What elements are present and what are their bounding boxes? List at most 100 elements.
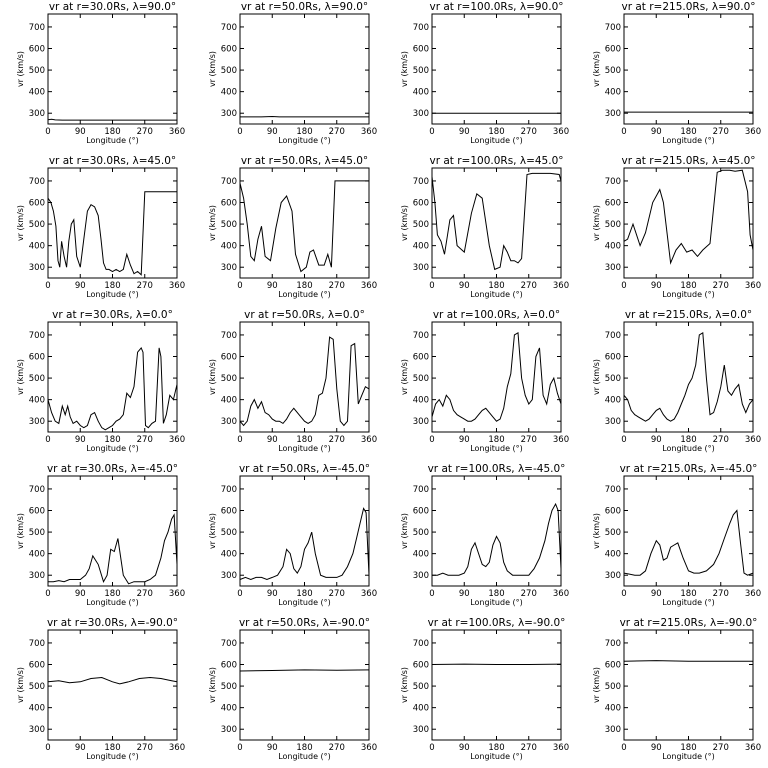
x-tick-label: 0 — [45, 589, 50, 599]
y-tick-label: 500 — [221, 682, 237, 692]
y-tick-label: 300 — [413, 263, 429, 273]
series-line — [623, 169, 754, 265]
x-tick-label: 0 — [429, 127, 434, 137]
x-tick-label: 270 — [137, 589, 153, 599]
y-axis-label: vr (km/s) — [400, 205, 409, 241]
x-axis-label: Longitude (°) — [278, 598, 331, 607]
plot-frame — [47, 629, 178, 741]
chart-panel: vr at r=100.0Rs, λ=-90.0° 0 90 180 270 360 300… — [400, 617, 569, 761]
y-tick-label: 500 — [221, 220, 237, 230]
plot-frame — [47, 13, 178, 125]
y-tick-label: 700 — [605, 177, 621, 187]
x-axis-label: Longitude (°) — [470, 444, 523, 453]
x-tick-label: 180 — [488, 589, 504, 599]
x-tick-label: 90 — [651, 281, 662, 291]
series-line — [623, 331, 754, 422]
x-tick-label: 180 — [680, 127, 696, 137]
y-tick-label: 300 — [413, 109, 429, 119]
x-tick-label: 270 — [713, 127, 729, 137]
y-tick-label: 700 — [29, 485, 45, 495]
x-tick-label: 360 — [553, 281, 569, 291]
y-tick-label: 300 — [413, 725, 429, 735]
chart-panel: vr at r=100.0Rs, λ=90.0° 0 90 180 270 360 300 4… — [400, 1, 569, 145]
y-tick-label: 400 — [413, 704, 429, 714]
y-tick-label: 700 — [221, 23, 237, 33]
y-tick-label: 300 — [29, 571, 45, 581]
y-tick-label: 500 — [413, 374, 429, 384]
plot-frame — [239, 629, 370, 741]
y-tick-label: 500 — [221, 374, 237, 384]
x-tick-label: 360 — [169, 127, 185, 137]
x-tick-label: 270 — [329, 743, 345, 753]
x-tick-label: 180 — [488, 281, 504, 291]
x-tick-label: 180 — [296, 589, 312, 599]
x-tick-label: 270 — [713, 435, 729, 445]
x-tick-label: 0 — [429, 281, 434, 291]
x-tick-label: 90 — [267, 743, 278, 753]
x-tick-label: 360 — [361, 435, 377, 445]
x-tick-label: 270 — [137, 435, 153, 445]
x-tick-label: 90 — [75, 127, 86, 137]
chart-title: vr at r=30.0Rs, λ=45.0° — [49, 155, 176, 167]
chart-title: vr at r=100.0Rs, λ=90.0° — [429, 1, 563, 13]
x-tick-label: 90 — [459, 435, 470, 445]
chart-title: vr at r=30.0Rs, λ=90.0° — [49, 1, 176, 13]
chart-panel: vr at r=30.0Rs, λ=90.0° 0 90 180 270 360 300 40… — [16, 1, 185, 145]
y-tick-label: 500 — [29, 682, 45, 692]
x-tick-label: 180 — [296, 743, 312, 753]
x-tick-label: 360 — [169, 281, 185, 291]
x-tick-label: 0 — [621, 589, 626, 599]
x-tick-label: 180 — [488, 743, 504, 753]
x-tick-label: 0 — [429, 435, 434, 445]
y-tick-label: 400 — [29, 242, 45, 252]
y-tick-label: 600 — [413, 507, 429, 517]
x-tick-label: 180 — [296, 127, 312, 137]
series-line — [623, 660, 753, 662]
x-tick-label: 360 — [745, 127, 761, 137]
chart-panel: vr at r=215.0Rs, λ=45.0° 0 90 180 270 360 300 4… — [592, 155, 761, 299]
x-tick-label: 180 — [680, 589, 696, 599]
x-tick-label: 360 — [169, 589, 185, 599]
x-tick-label: 90 — [459, 743, 470, 753]
x-tick-label: 0 — [429, 743, 434, 753]
chart-panel: vr at r=50.0Rs, λ=-90.0° 0 90 180 270 360 300 4… — [208, 617, 377, 761]
x-tick-label: 0 — [237, 589, 242, 599]
x-tick-label: 90 — [75, 589, 86, 599]
y-tick-label: 600 — [221, 199, 237, 209]
x-tick-label: 90 — [459, 281, 470, 291]
x-tick-label: 0 — [621, 743, 626, 753]
y-tick-label: 300 — [413, 417, 429, 427]
x-tick-label: 180 — [680, 743, 696, 753]
x-tick-label: 360 — [745, 435, 761, 445]
chart-panel: vr at r=30.0Rs, λ=45.0° 0 90 180 270 360 300 40… — [16, 155, 185, 299]
x-axis-label: Longitude (°) — [278, 290, 331, 299]
y-tick-label: 700 — [29, 23, 45, 33]
y-tick-label: 500 — [413, 528, 429, 538]
x-tick-label: 90 — [75, 743, 86, 753]
x-tick-label: 90 — [459, 589, 470, 599]
x-tick-label: 180 — [104, 127, 120, 137]
y-tick-label: 400 — [221, 396, 237, 406]
x-tick-label: 0 — [45, 281, 50, 291]
x-tick-label: 180 — [296, 435, 312, 445]
y-tick-label: 300 — [605, 417, 621, 427]
y-tick-label: 700 — [29, 639, 45, 649]
y-tick-label: 300 — [605, 109, 621, 119]
chart-title: vr at r=215.0Rs, λ=45.0° — [621, 155, 755, 167]
chart-panel: vr at r=30.0Rs, λ=-90.0° 0 90 180 270 360 300 4… — [16, 617, 185, 761]
chart-panel: vr at r=50.0Rs, λ=0.0° 0 90 180 270 360 300 400… — [208, 309, 377, 453]
y-tick-label: 500 — [413, 220, 429, 230]
chart-panel: vr at r=30.0Rs, λ=-45.0° 0 90 180 270 360 300 4… — [16, 463, 185, 607]
y-tick-label: 400 — [29, 88, 45, 98]
y-axis-label: vr (km/s) — [16, 667, 25, 703]
y-tick-label: 400 — [221, 550, 237, 560]
y-tick-label: 700 — [221, 177, 237, 187]
plot-frame — [623, 167, 754, 279]
chart-panel: vr at r=215.0Rs, λ=90.0° 0 90 180 270 360 300 4… — [592, 1, 761, 145]
y-tick-label: 700 — [221, 331, 237, 341]
x-tick-label: 360 — [169, 435, 185, 445]
x-tick-label: 270 — [137, 281, 153, 291]
x-tick-label: 90 — [267, 281, 278, 291]
chart-title: vr at r=30.0Rs, λ=-45.0° — [47, 463, 178, 475]
x-axis-label: Longitude (°) — [470, 752, 523, 761]
